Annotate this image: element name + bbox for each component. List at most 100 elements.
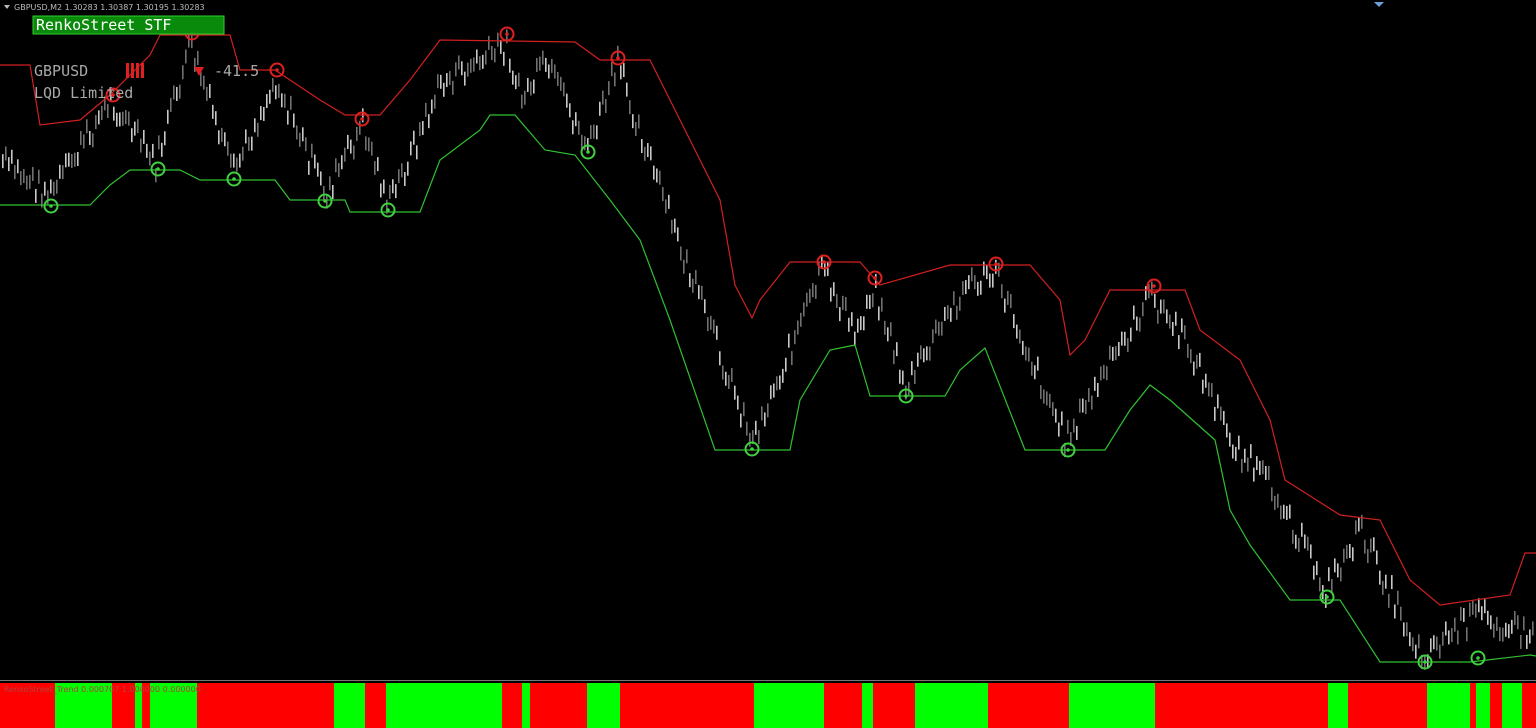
renko-bar xyxy=(353,145,355,160)
renko-bar xyxy=(380,183,382,198)
renko-bar xyxy=(158,135,160,150)
renko-bar xyxy=(305,137,307,152)
buy-dot xyxy=(1066,448,1070,452)
renko-bar xyxy=(1070,432,1072,447)
renko-bar xyxy=(1499,627,1501,642)
renko-bar xyxy=(425,102,427,117)
renko-bar xyxy=(833,282,835,297)
renko-bar xyxy=(1355,520,1357,535)
renko-bar xyxy=(671,219,673,234)
renko-bar xyxy=(590,125,592,140)
renko-bar xyxy=(911,361,913,376)
renko-bar xyxy=(491,46,493,61)
renko-bar xyxy=(1334,558,1336,573)
renko-bar xyxy=(728,374,730,389)
renko-bar xyxy=(131,128,133,143)
renko-bar xyxy=(473,57,475,72)
trend-segment xyxy=(197,683,334,728)
renko-bar xyxy=(275,85,277,100)
renko-bar xyxy=(1268,465,1270,480)
renko-bar xyxy=(1046,391,1048,406)
renko-bar xyxy=(506,29,508,44)
renko-bar xyxy=(1418,634,1420,649)
renko-bar xyxy=(1067,419,1069,434)
sell-signal xyxy=(610,50,626,66)
renko-bar xyxy=(806,292,808,307)
renko-bar xyxy=(899,369,901,384)
renko-bar xyxy=(74,152,76,167)
renko-bar xyxy=(836,294,838,309)
sell-signal xyxy=(105,87,121,103)
renko-bar xyxy=(881,297,883,312)
renko-bar xyxy=(1457,630,1459,645)
renko-bar xyxy=(347,134,349,149)
renko-bar xyxy=(1037,356,1039,371)
renko-bar xyxy=(1184,325,1186,340)
renko-bar xyxy=(797,320,799,335)
renko-bar xyxy=(194,57,196,72)
renko-bar xyxy=(1028,347,1030,362)
renko-bar xyxy=(845,297,847,312)
renko-bar xyxy=(776,376,778,391)
buy-signal xyxy=(1319,589,1335,605)
renko-bar xyxy=(59,164,61,179)
renko-bar xyxy=(533,79,535,94)
renko-bar xyxy=(302,127,304,142)
renko-bar xyxy=(689,273,691,288)
trend-segment xyxy=(1427,683,1470,728)
renko-bar xyxy=(1394,604,1396,619)
renko-bar xyxy=(389,184,391,199)
renko-bar xyxy=(182,65,184,80)
renko-bar xyxy=(1493,623,1495,638)
renko-bar xyxy=(848,317,850,332)
renko-bar xyxy=(560,76,562,91)
renko-bar xyxy=(1178,335,1180,350)
renko-bar xyxy=(38,169,40,184)
renko-bar xyxy=(662,187,664,202)
renko-bar xyxy=(413,130,415,145)
renko-bar xyxy=(980,280,982,295)
renko-bar xyxy=(1115,346,1117,361)
renko-bar xyxy=(761,406,763,421)
renko-bar xyxy=(1427,654,1429,669)
renko-bar xyxy=(101,105,103,120)
renko-bar xyxy=(1253,467,1255,482)
trend-segment xyxy=(1490,683,1502,728)
buy-signal xyxy=(150,161,166,177)
renko-bar xyxy=(83,134,85,149)
trend-segment xyxy=(1069,683,1155,728)
renko-bar xyxy=(1529,629,1531,644)
renko-bar xyxy=(872,293,874,308)
symbol: GBPUSD xyxy=(34,62,88,80)
renko-bar xyxy=(1403,622,1405,637)
renko-bar xyxy=(242,146,244,161)
renko-bar xyxy=(1001,284,1003,299)
renko-bar xyxy=(89,130,91,145)
trend-segment xyxy=(522,683,530,728)
renko-bar xyxy=(329,176,331,191)
renko-bar xyxy=(461,61,463,76)
renko-bar xyxy=(1382,580,1384,595)
renko-bar xyxy=(356,126,358,141)
renko-bar xyxy=(950,307,952,322)
trend-segment xyxy=(1328,683,1348,728)
strength-icon xyxy=(126,63,144,78)
renko-bar xyxy=(635,122,637,137)
renko-bar xyxy=(179,84,181,99)
renko-bar xyxy=(1199,352,1201,367)
renko-bar xyxy=(1004,298,1006,313)
renko-bar xyxy=(1244,448,1246,463)
renko-bar xyxy=(794,330,796,345)
renko-bar xyxy=(944,306,946,321)
renko-bar xyxy=(602,90,604,105)
buy-signal xyxy=(580,144,596,160)
renko-bar xyxy=(620,65,622,80)
renko-bar xyxy=(1532,621,1534,636)
renko-bar xyxy=(1022,340,1024,355)
renko-bar xyxy=(32,166,34,181)
trend-segment xyxy=(150,683,197,728)
renko-bar xyxy=(1343,548,1345,563)
renko-bar xyxy=(233,153,235,168)
renko-bar xyxy=(1328,567,1330,582)
renko-bar xyxy=(1373,537,1375,552)
